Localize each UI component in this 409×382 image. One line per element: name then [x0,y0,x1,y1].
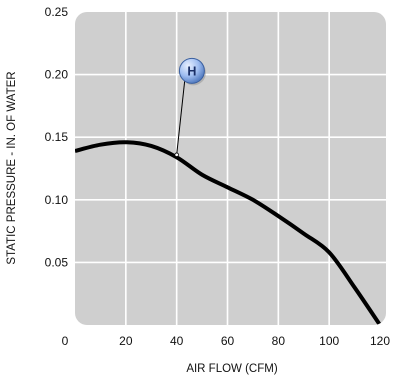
y-axis-title: STATIC PRESSURE - IN. OF WATER [6,71,18,264]
x-tick-label: 80 [272,334,286,348]
y-tick-label: 0.05 [45,255,69,269]
annotation-group: H [174,57,206,157]
x-tick-label: 60 [221,334,235,348]
y-tick-label: 0.10 [45,193,69,207]
x-tick-label: 20 [119,334,133,348]
annotation-leader-line [176,78,186,155]
x-tick-label: 40 [170,334,184,348]
y-tick-label: 0.25 [45,5,69,19]
x-tick-label: 120 [370,334,390,348]
annotation-point [174,152,179,157]
y-tick-label: 0.15 [45,130,69,144]
x-tick-labels: 0 20 40 60 80 100 120 [62,334,391,348]
y-tick-labels: 0.05 0.10 0.15 0.20 0.25 [45,5,69,269]
x-tick-label: 0 [62,334,69,348]
x-tick-label: 100 [319,334,339,348]
plot-background [75,12,386,325]
grid-lines [75,12,386,325]
series-group [75,140,382,325]
annotation-badge [178,57,205,84]
x-axis-title: AIR FLOW (CFM) [186,363,278,375]
annotation-label: H [187,64,196,78]
series-line [75,140,382,325]
y-tick-label: 0.20 [45,68,69,82]
